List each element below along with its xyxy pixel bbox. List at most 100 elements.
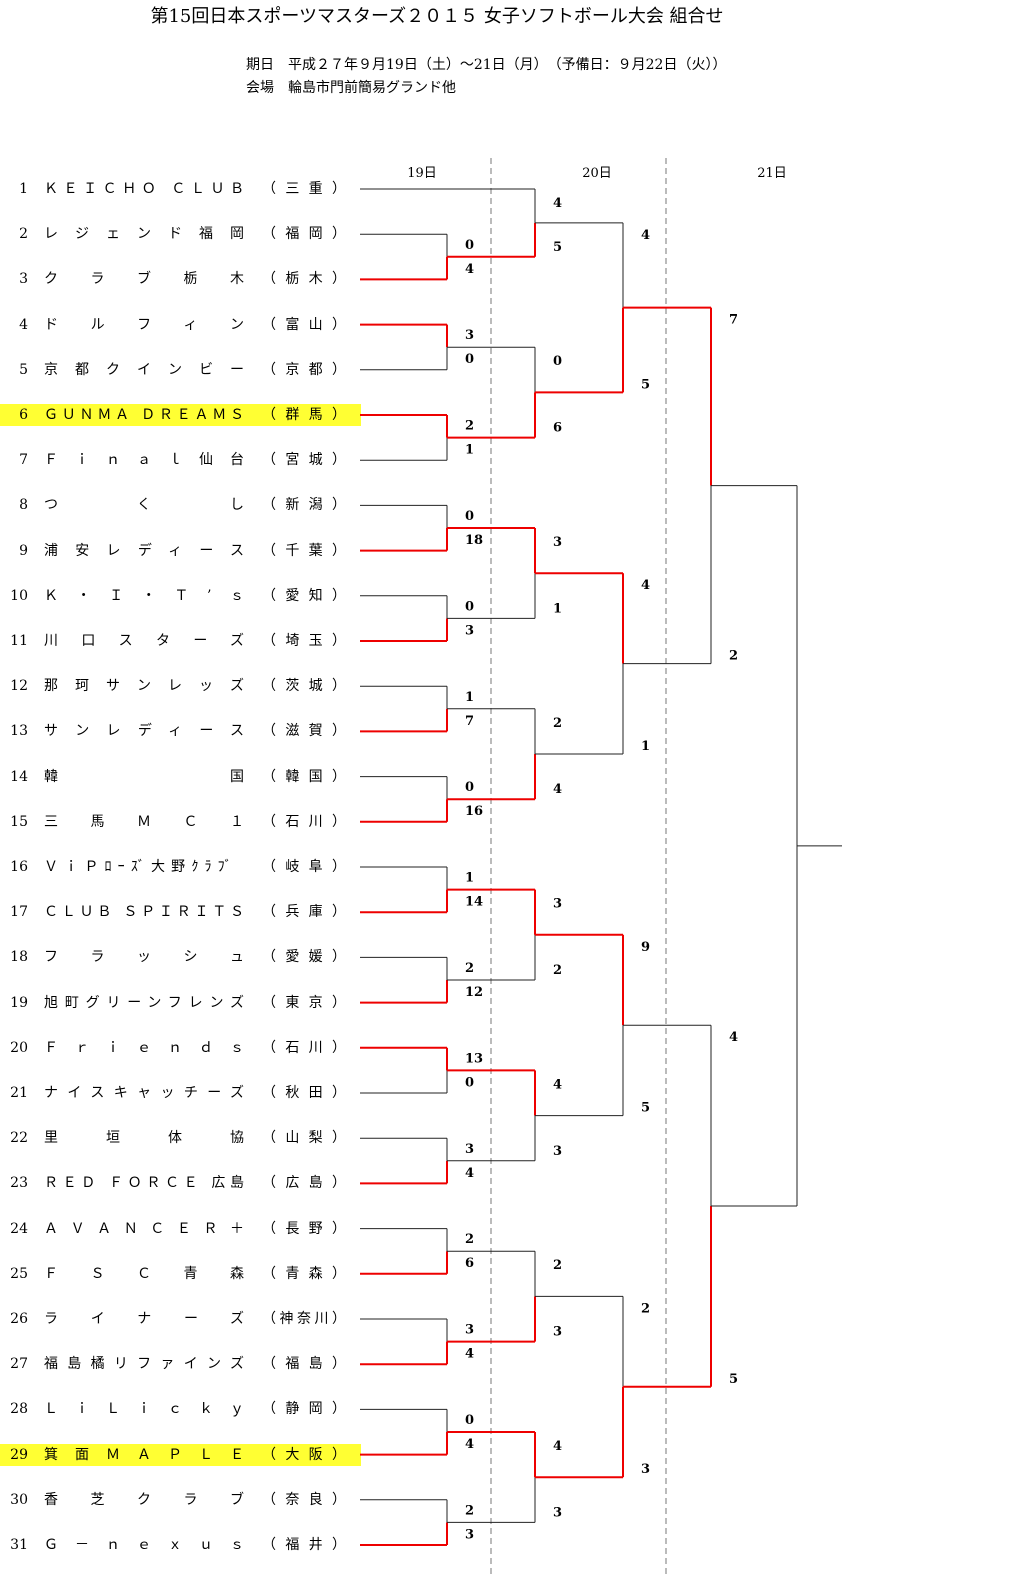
- match-score: 4: [553, 1077, 562, 1092]
- match-score: 12: [465, 985, 483, 1000]
- team-name: つ く し: [44, 497, 244, 514]
- match-score: 6: [465, 1256, 474, 1271]
- team-prefecture: （青森）: [262, 1265, 346, 1282]
- team-name: ＶｉＰﾛｰｽﾞ大野ｸﾗﾌﾞ: [44, 859, 238, 875]
- team-number: 9: [19, 542, 28, 559]
- match-score: 6: [553, 421, 562, 436]
- team-name: 京都クインビー: [44, 361, 244, 378]
- match-score: 4: [465, 1437, 474, 1452]
- match-score: 0: [553, 354, 562, 369]
- team-prefecture: （千葉）: [262, 542, 346, 559]
- team-number: 29: [10, 1446, 28, 1463]
- team-prefecture: （神奈川）: [262, 1311, 346, 1327]
- team-name: 福島橘リファインズ: [44, 1356, 244, 1373]
- match-score: 5: [729, 1372, 738, 1387]
- match-score: 3: [465, 1142, 474, 1157]
- team-number: 1: [19, 181, 28, 197]
- team-name: ＬｉＬｉｃｋｙ: [44, 1401, 244, 1418]
- match-score: 4: [465, 1166, 474, 1181]
- match-score: 7: [465, 714, 474, 729]
- match-score: 1: [465, 690, 474, 705]
- day-label-19: 19日: [407, 166, 437, 181]
- match-score: 5: [553, 240, 562, 255]
- team-prefecture: （群馬）: [262, 407, 346, 423]
- team-prefecture: （兵庫）: [262, 904, 346, 921]
- match-score: 2: [553, 1258, 562, 1273]
- team-name: サンレディース: [44, 723, 244, 740]
- match-score: 16: [465, 804, 483, 819]
- team-prefecture: （栃木）: [262, 271, 346, 288]
- match-score: 3: [553, 1325, 562, 1340]
- match-score: 14: [465, 895, 483, 910]
- match-score: 1: [465, 443, 474, 458]
- match-score: 2: [465, 1503, 474, 1518]
- match-score: 1: [641, 739, 650, 754]
- team-number: 19: [10, 994, 28, 1011]
- match-score: 2: [729, 649, 738, 664]
- team-prefecture: （韓国）: [262, 768, 346, 785]
- team-number: 11: [10, 633, 28, 649]
- team-prefecture: （秋田）: [262, 1085, 346, 1101]
- team-name: ＫＥＩＣＨＯ ＣＬＵＢ: [44, 181, 244, 197]
- match-score: 4: [553, 196, 562, 211]
- match-score: 18: [465, 533, 483, 548]
- match-score: 4: [729, 1030, 738, 1045]
- team-prefecture: （京都）: [262, 361, 346, 378]
- team-name: ＣＬＵＢ ＳＰＩＲＩＴＳ: [44, 904, 244, 921]
- match-score: 5: [641, 377, 650, 392]
- team-name: クラブ栃木: [44, 271, 244, 288]
- team-prefecture: （新潟）: [262, 497, 346, 514]
- event-venue: 会場 輪島市門前簡易グランド他: [246, 80, 456, 96]
- team-name: 三馬ＭＣ１: [44, 813, 244, 830]
- team-name: ドルフィン: [44, 316, 244, 333]
- match-score: 4: [553, 1439, 562, 1454]
- match-score: 0: [465, 1413, 474, 1428]
- team-prefecture: （埼玉）: [262, 633, 346, 649]
- match-score: 2: [553, 963, 562, 978]
- page-title: 第15回日本スポーツマスターズ２０１５ 女子ソフトボール大会 組合せ: [150, 6, 724, 27]
- team-number: 17: [10, 904, 28, 921]
- team-prefecture: （福岡）: [262, 226, 346, 243]
- team-number: 25: [10, 1265, 28, 1282]
- team-prefecture: （山梨）: [262, 1130, 346, 1147]
- team-name: Ｆｉｎａｌ仙台: [44, 452, 244, 469]
- team-name: ＦＳＣ青森: [44, 1265, 244, 1282]
- team-number: 7: [19, 452, 28, 469]
- team-number: 3: [19, 271, 28, 288]
- team-name: ナイスキャッチーズ: [44, 1085, 244, 1101]
- match-score: 1: [465, 871, 474, 886]
- match-score: 4: [465, 262, 474, 277]
- match-score: 0: [465, 352, 474, 367]
- team-number: 18: [10, 949, 28, 966]
- team-prefecture: （茨城）: [262, 678, 346, 695]
- team-number: 16: [10, 859, 28, 875]
- match-score: 2: [553, 716, 562, 731]
- match-score: 3: [553, 897, 562, 912]
- team-prefecture: （三重）: [262, 181, 346, 197]
- team-name: 里垣体協: [44, 1130, 244, 1147]
- match-score: 4: [465, 1347, 474, 1362]
- team-number: 28: [10, 1401, 28, 1418]
- team-name: 箕面ＭＡＰＬＥ: [44, 1446, 244, 1463]
- match-score: 2: [465, 419, 474, 434]
- match-score: 5: [641, 1101, 650, 1116]
- team-name: 那珂サンレッズ: [44, 678, 244, 695]
- team-prefecture: （静岡）: [262, 1401, 346, 1418]
- team-number: 15: [10, 813, 28, 830]
- team-prefecture: （石川）: [262, 813, 346, 830]
- match-score: 2: [641, 1301, 650, 1316]
- team-name: ライナーズ: [44, 1311, 244, 1327]
- team-number: 13: [10, 723, 28, 740]
- team-prefecture: （大阪）: [262, 1446, 346, 1463]
- match-score: 4: [641, 228, 650, 243]
- match-score: 3: [465, 1527, 474, 1542]
- team-number: 24: [10, 1220, 28, 1237]
- team-prefecture: （広島）: [262, 1175, 346, 1192]
- team-highlight: [0, 1443, 361, 1466]
- match-score: 3: [553, 535, 562, 550]
- team-prefecture: （富山）: [262, 316, 346, 333]
- team-name: 香芝クラブ: [44, 1491, 244, 1508]
- team-number: 10: [10, 587, 28, 604]
- team-name: ＡＶＡＮＣＥＲ＋: [44, 1220, 244, 1237]
- team-name: レジェンド福岡: [44, 226, 244, 243]
